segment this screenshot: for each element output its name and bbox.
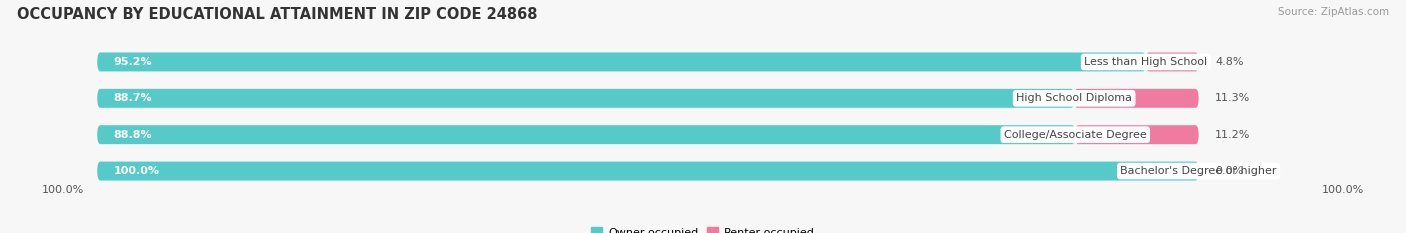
Text: 11.2%: 11.2% (1215, 130, 1250, 140)
FancyBboxPatch shape (1146, 52, 1198, 71)
FancyBboxPatch shape (97, 89, 1198, 108)
Text: 100.0%: 100.0% (114, 166, 160, 176)
Text: High School Diploma: High School Diploma (1017, 93, 1132, 103)
Text: 95.2%: 95.2% (114, 57, 152, 67)
FancyBboxPatch shape (97, 89, 1074, 108)
FancyBboxPatch shape (97, 162, 1198, 181)
FancyBboxPatch shape (97, 125, 1198, 144)
Legend: Owner-occupied, Renter-occupied: Owner-occupied, Renter-occupied (586, 223, 820, 233)
FancyBboxPatch shape (97, 52, 1198, 71)
Text: 0.0%: 0.0% (1215, 166, 1243, 176)
Text: 88.8%: 88.8% (114, 130, 152, 140)
Text: College/Associate Degree: College/Associate Degree (1004, 130, 1147, 140)
Text: OCCUPANCY BY EDUCATIONAL ATTAINMENT IN ZIP CODE 24868: OCCUPANCY BY EDUCATIONAL ATTAINMENT IN Z… (17, 7, 537, 22)
Text: 4.8%: 4.8% (1215, 57, 1244, 67)
FancyBboxPatch shape (1076, 125, 1198, 144)
Text: 11.3%: 11.3% (1215, 93, 1250, 103)
Text: Source: ZipAtlas.com: Source: ZipAtlas.com (1278, 7, 1389, 17)
FancyBboxPatch shape (97, 162, 1198, 181)
FancyBboxPatch shape (1074, 89, 1198, 108)
Text: 100.0%: 100.0% (1322, 185, 1364, 195)
Text: 100.0%: 100.0% (42, 185, 84, 195)
Text: 88.7%: 88.7% (114, 93, 152, 103)
Text: Bachelor's Degree or higher: Bachelor's Degree or higher (1121, 166, 1277, 176)
FancyBboxPatch shape (97, 125, 1076, 144)
FancyBboxPatch shape (97, 52, 1146, 71)
Text: Less than High School: Less than High School (1084, 57, 1208, 67)
